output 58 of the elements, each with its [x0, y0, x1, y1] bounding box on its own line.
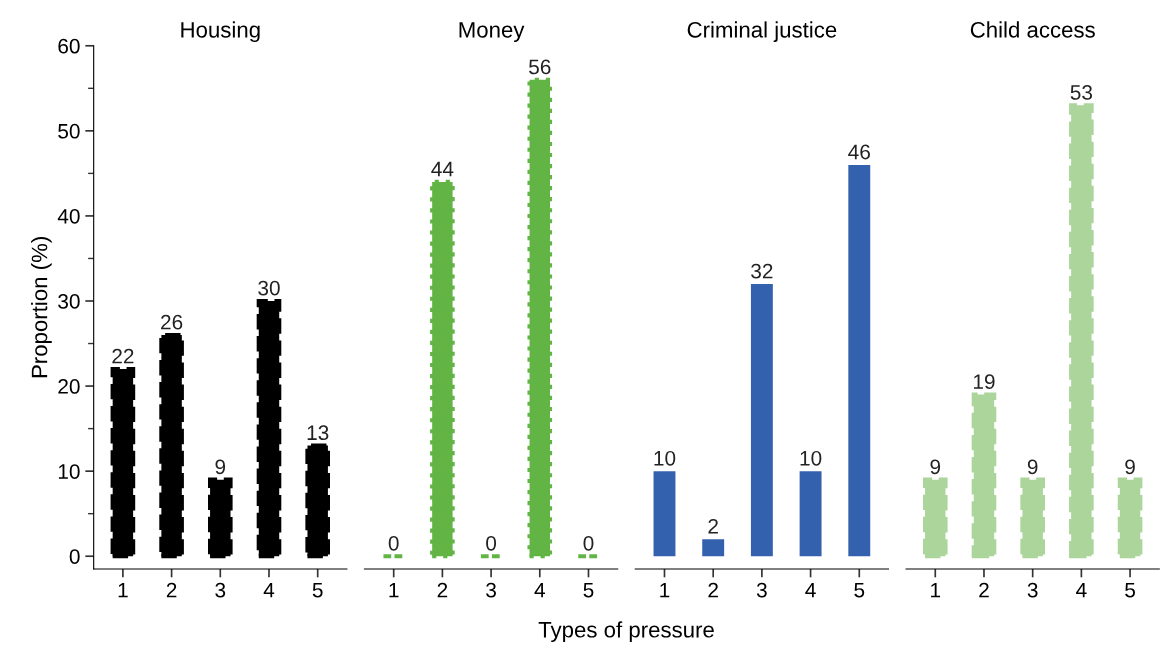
bar [750, 283, 773, 557]
y-tick-label: 0 [69, 549, 80, 564]
y-tick-label: 30 [58, 294, 80, 309]
x-tick-label: 1 [931, 582, 941, 598]
data-label: 56 [529, 59, 551, 75]
bar [848, 164, 871, 557]
x-tick-label: 5 [1125, 582, 1135, 598]
x-tick-label: 4 [1076, 582, 1087, 598]
y-axis-title: Proportion (%) [31, 237, 52, 378]
x-tick-label: 5 [854, 582, 865, 598]
x-tick-label: 3 [486, 582, 496, 598]
data-label: 9 [930, 459, 941, 475]
x-axis-title: Types of pressure [538, 621, 714, 643]
y-tick-label: 20 [58, 379, 80, 394]
data-label: 10 [800, 450, 822, 466]
x-tick-label: 1 [660, 582, 670, 598]
y-tick-label: 40 [57, 208, 80, 224]
x-tick-label: 2 [708, 582, 718, 598]
chart-title: Child access [970, 21, 1095, 38]
data-label: 9 [1027, 459, 1038, 475]
x-tick-label: 2 [979, 582, 989, 598]
bar [653, 471, 676, 557]
data-label: 9 [215, 459, 226, 475]
x-tick-label: 5 [583, 582, 594, 598]
x-tick-label: 5 [312, 582, 323, 598]
x-tick-label: 4 [805, 582, 816, 598]
x-tick-label: 4 [534, 582, 545, 598]
x-tick-label: 3 [1027, 582, 1038, 598]
data-label: 19 [973, 374, 995, 390]
x-tick-label: 4 [263, 582, 275, 598]
x-tick-label: 3 [756, 582, 767, 598]
x-tick-label: 1 [389, 582, 399, 598]
data-label: 9 [1125, 459, 1135, 475]
chart-title: Housing [181, 21, 260, 43]
x-tick-label: 1 [118, 582, 128, 598]
chart-title: Criminal justice [687, 21, 837, 43]
data-label: 44 [431, 161, 454, 177]
data-label: 32 [751, 263, 773, 279]
data-label: 2 [708, 518, 718, 534]
chart-title: Money [459, 22, 525, 43]
data-label: 22 [112, 348, 134, 364]
bar [702, 539, 725, 557]
data-label: 26 [161, 314, 183, 330]
data-label: 30 [258, 280, 280, 296]
y-tick-label: 50 [58, 123, 80, 139]
data-label: 10 [654, 450, 676, 466]
y-tick-label: 10 [58, 464, 80, 479]
x-tick-label: 2 [166, 582, 177, 598]
data-label: 0 [583, 535, 594, 551]
data-label: 0 [486, 535, 497, 551]
data-label: 13 [307, 425, 329, 441]
x-tick-label: 3 [215, 582, 226, 598]
x-tick-label: 2 [437, 582, 448, 598]
bar [799, 471, 822, 557]
y-tick-label: 60 [58, 38, 80, 54]
data-label: 53 [1070, 85, 1093, 100]
data-label: 46 [848, 144, 870, 160]
data-label: 0 [388, 535, 399, 551]
